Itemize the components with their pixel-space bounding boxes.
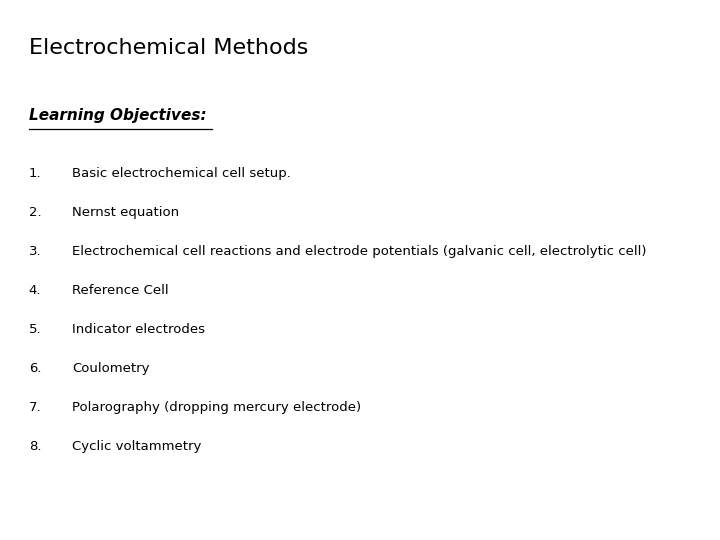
Text: 7.: 7. [29,401,42,414]
Text: Cyclic voltammetry: Cyclic voltammetry [72,440,202,453]
Text: 6.: 6. [29,362,41,375]
Text: Nernst equation: Nernst equation [72,206,179,219]
Text: 5.: 5. [29,323,42,336]
Text: Electrochemical cell reactions and electrode potentials (galvanic cell, electrol: Electrochemical cell reactions and elect… [72,245,647,258]
Text: Learning Objectives:: Learning Objectives: [29,108,207,123]
Text: 4.: 4. [29,284,41,297]
Text: Basic electrochemical cell setup.: Basic electrochemical cell setup. [72,167,291,180]
Text: 3.: 3. [29,245,42,258]
Text: Reference Cell: Reference Cell [72,284,168,297]
Text: Coulometry: Coulometry [72,362,150,375]
Text: 2.: 2. [29,206,42,219]
Text: Electrochemical Methods: Electrochemical Methods [29,38,308,58]
Text: 8.: 8. [29,440,41,453]
Text: Polarography (dropping mercury electrode): Polarography (dropping mercury electrode… [72,401,361,414]
Text: 1.: 1. [29,167,42,180]
Text: Indicator electrodes: Indicator electrodes [72,323,205,336]
